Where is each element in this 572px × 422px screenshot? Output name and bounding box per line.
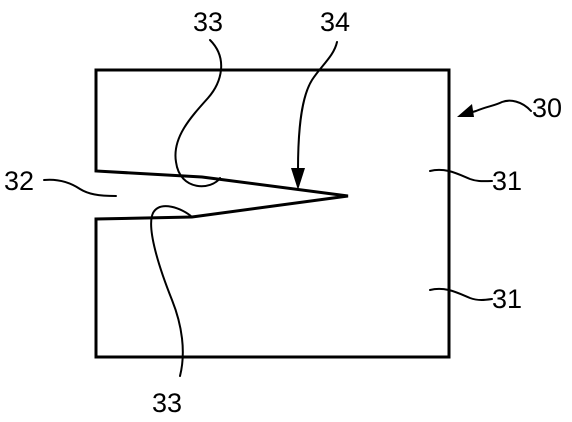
leader-31-lower xyxy=(430,289,492,300)
leader-31-upper xyxy=(430,170,492,181)
arrowhead-30 xyxy=(457,104,474,117)
label-tip: 34 xyxy=(320,7,350,37)
block-outline xyxy=(96,70,449,357)
label-block: 30 xyxy=(532,93,562,123)
leader-33-upper xyxy=(175,40,221,186)
label-body-upper: 31 xyxy=(492,166,522,196)
leader-34 xyxy=(298,42,337,170)
leader-32 xyxy=(44,180,116,196)
label-body-lower: 31 xyxy=(492,284,522,314)
label-slot: 32 xyxy=(4,166,34,196)
arrowhead-34 xyxy=(291,168,305,190)
leader-33-lower xyxy=(151,206,192,376)
label-edge-lower: 33 xyxy=(152,388,182,418)
label-edge-upper: 33 xyxy=(193,7,223,37)
